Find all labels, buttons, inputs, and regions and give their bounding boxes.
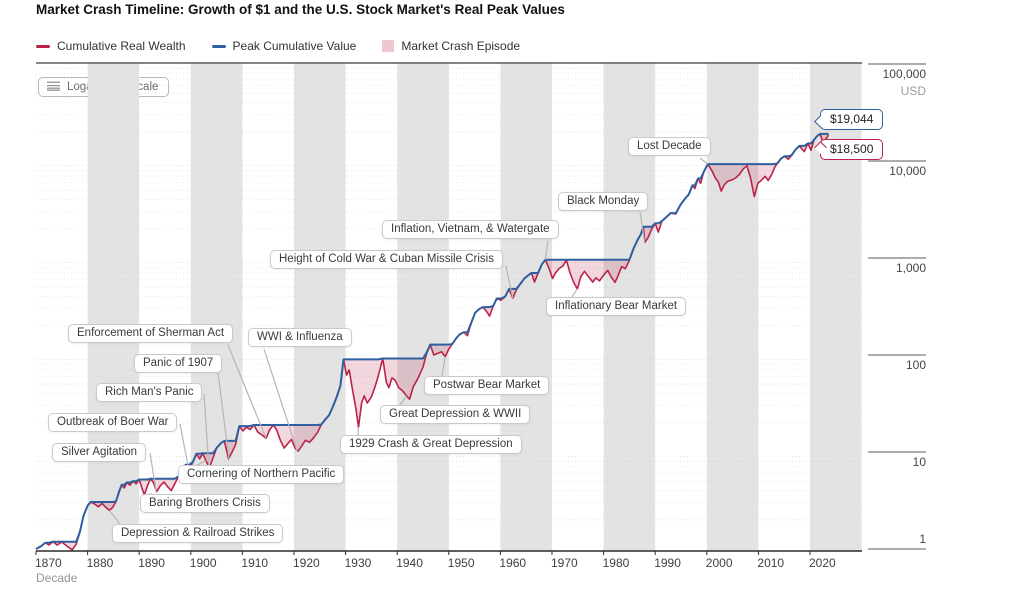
annotation-cornering-of-northern-pacific: Cornering of Northern Pacific [178,465,345,484]
annotation-leader-line [179,423,190,470]
x-tick-label-1990: 1990 [654,556,681,570]
y-tick-label-100: 100 [905,358,926,372]
legend-item-peak-cumulative-value: Peak Cumulative Value [211,39,357,53]
annotation-leader-line [203,393,210,468]
annotation-leader-line [639,211,646,243]
x-tick-label-1870: 1870 [35,556,62,570]
blue-line-swatch [211,44,226,48]
peak-cumulative-value-line [35,132,829,550]
annotation-outbreak-of-boer-war: Outbreak of Boer War [48,413,178,432]
chart-title: Market Crash Timeline: Growth of $1 and … [36,2,565,17]
legend-label: Market Crash Episode [401,39,521,53]
peak-value-callout: $19,044 [814,109,884,130]
x-tick-label-1910: 1910 [241,556,269,570]
x-axis-label: Decade [36,571,78,585]
annotation-enforcement-of-sherman-act: Enforcement of Sherman Act [68,324,234,343]
x-tick-label-1980: 1980 [602,556,630,570]
annotation-wwi-influenza: WWI & Influenza [248,328,352,347]
current-wealth-callout: $18,500 [814,139,884,160]
y-tick-label-10,000: 10,000 [889,164,926,178]
annotation-silver-agitation: Silver Agitation [52,443,147,462]
legend-label: Peak Cumulative Value [232,39,357,53]
y-tick-label-10: 10 [912,455,926,469]
annotation-leader-line [399,395,407,406]
pink-area-swatch [382,40,395,52]
annotation-leader-line [505,265,514,299]
annotation-inflation-vietnam-watergate: Inflation, Vietnam, & Watergate [382,220,559,239]
y-tick-label-1,000: 1,000 [895,261,926,275]
x-tick-label-2010: 2010 [757,556,785,570]
annotation-baring-brothers-crisis: Baring Brothers Crisis [140,494,270,513]
y-tick-label-1: 1 [919,532,926,546]
legend-label: Cumulative Real Wealth [57,39,186,53]
x-tick-label-1900: 1900 [189,556,217,570]
x-tick-label-2020: 2020 [809,556,836,570]
annotation-leader-line [227,344,267,439]
annotation-postwar-bear-market: Postwar Bear Market [424,376,550,395]
x-tick-label-1970: 1970 [551,556,578,570]
annotation-leader-line [441,356,446,377]
annotation-1929-crash-great-depression: 1929 Crash & Great Depression [340,435,522,454]
annotation-leader-line [108,510,121,525]
x-tick-label-1920: 1920 [293,556,320,570]
x-tick-label-1940: 1940 [396,556,423,570]
annotation-leader-line [216,364,230,459]
legend: Cumulative Real Wealth Peak Cumulative V… [36,39,520,53]
x-tick-label-1890: 1890 [138,556,165,570]
x-tick-label-1960: 1960 [499,556,527,570]
annotation-panic-of-1907: Panic of 1907 [134,354,223,373]
annotation-leader-line [571,288,578,298]
legend-item-market-crash-episode: Market Crash Episode [382,39,520,53]
annotation-leader-line [544,240,549,260]
decade-band [87,63,140,551]
decade-band [397,63,449,551]
x-tick-label-1880: 1880 [86,556,114,570]
legend-item-cumulative-real-wealth: Cumulative Real Wealth [36,39,186,53]
annotation-rich-man-s-panic: Rich Man's Panic [96,383,203,402]
decade-band [706,63,759,551]
peak-value-text: $19,044 [830,112,874,126]
annotation-height-of-cold-war-cuban-missile-crisis: Height of Cold War & Cuban Missile Crisi… [270,250,503,269]
annotation-lost-decade: Lost Decade [628,137,711,156]
annotation-great-depression-wwii: Great Depression & WWII [380,405,531,424]
annotation-leader-line [149,452,157,492]
x-tick-label-2000: 2000 [705,556,733,570]
annotation-inflationary-bear-market: Inflationary Bear Market [546,297,687,316]
y-tick-label-100,000: 100,000 [882,67,926,81]
red-line-swatch [36,44,50,48]
x-tick-label-1930: 1930 [344,556,372,570]
annotation-leader-line [263,348,298,451]
annotation-leader-line [357,427,360,436]
annotation-depression-railroad-strikes: Depression & Railroad Strikes [112,524,284,543]
x-tick-label-1950: 1950 [447,556,475,570]
y-axis-unit: USD [900,84,926,98]
current-wealth-text: $18,500 [830,142,874,156]
annotation-black-monday: Black Monday [558,192,649,211]
decade-band [500,63,552,551]
annotation-leader-line [699,157,709,165]
